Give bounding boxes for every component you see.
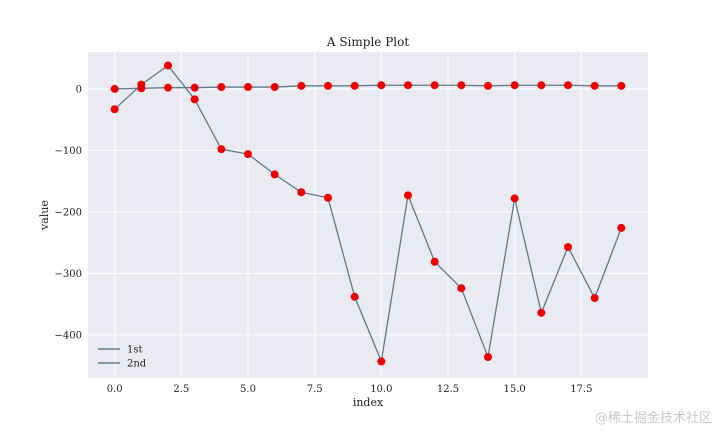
x-tick-label: 12.5 bbox=[437, 384, 459, 395]
y-axis-ticks: 0 −100 −200 −300 −400 bbox=[55, 84, 82, 341]
data-point-1st bbox=[190, 83, 199, 92]
series-markers bbox=[110, 61, 626, 366]
x-tick-label: 17.5 bbox=[570, 384, 592, 395]
data-point-1st bbox=[510, 81, 519, 90]
data-point-1st bbox=[377, 81, 386, 90]
data-point-2nd bbox=[297, 188, 306, 197]
chart-title: A Simple Plot bbox=[326, 35, 409, 49]
data-point-2nd bbox=[564, 242, 572, 251]
y-tick-label: −300 bbox=[55, 269, 82, 280]
data-point-2nd bbox=[617, 223, 626, 232]
x-tick-label: 5.0 bbox=[240, 384, 256, 395]
watermark: @稀土掘金技术社区 bbox=[594, 411, 712, 426]
x-tick-label: 10.0 bbox=[370, 384, 392, 395]
data-point-2nd bbox=[590, 294, 599, 303]
legend-label-2nd: 2nd bbox=[127, 359, 147, 370]
data-point-2nd bbox=[350, 292, 359, 301]
data-point-2nd bbox=[270, 170, 279, 179]
series-line-2nd bbox=[114, 64, 622, 364]
x-axis-ticks: 0.0 2.5 5.0 7.5 10.0 12.5 15.0 17.5 bbox=[107, 384, 593, 395]
legend-label-1st: 1st bbox=[127, 345, 143, 356]
data-point-2nd bbox=[510, 194, 519, 203]
y-tick-label: 0 bbox=[76, 84, 82, 95]
data-point-1st bbox=[404, 81, 412, 90]
y-tick-label: −200 bbox=[55, 207, 82, 218]
data-point-1st bbox=[110, 84, 119, 93]
data-point-1st bbox=[217, 83, 226, 92]
data-point-1st bbox=[484, 81, 492, 90]
data-point-1st bbox=[297, 81, 306, 90]
data-point-2nd bbox=[430, 257, 439, 266]
x-tick-label: 0.0 bbox=[107, 384, 123, 395]
data-point-2nd bbox=[217, 145, 226, 154]
grid bbox=[88, 52, 648, 378]
data-point-1st bbox=[617, 81, 626, 90]
data-point-2nd bbox=[110, 105, 119, 114]
data-point-1st bbox=[537, 81, 546, 90]
data-point-2nd bbox=[164, 61, 172, 70]
data-point-2nd bbox=[190, 95, 199, 104]
data-point-2nd bbox=[377, 357, 386, 366]
series-line-1st bbox=[114, 84, 622, 90]
data-point-1st bbox=[430, 81, 439, 90]
series-lines bbox=[114, 64, 622, 364]
data-point-1st bbox=[324, 81, 332, 90]
x-tick-label: 7.5 bbox=[307, 384, 323, 395]
data-point-1st bbox=[564, 81, 572, 90]
data-point-2nd bbox=[137, 80, 146, 89]
x-tick-label: 15.0 bbox=[504, 384, 526, 395]
data-point-1st bbox=[244, 83, 252, 92]
data-point-1st bbox=[590, 81, 599, 90]
data-point-2nd bbox=[404, 191, 412, 200]
data-point-2nd bbox=[324, 193, 332, 202]
data-point-1st bbox=[350, 81, 359, 90]
data-point-2nd bbox=[537, 308, 546, 317]
x-tick-label: 2.5 bbox=[173, 384, 189, 395]
y-tick-label: −100 bbox=[55, 146, 82, 157]
data-point-2nd bbox=[457, 284, 466, 293]
data-point-1st bbox=[164, 83, 172, 92]
y-tick-label: −400 bbox=[55, 330, 82, 341]
data-point-2nd bbox=[484, 353, 492, 362]
data-point-2nd bbox=[244, 150, 252, 159]
y-axis-label: value bbox=[38, 200, 51, 231]
x-axis-label: index bbox=[353, 396, 384, 409]
data-point-1st bbox=[270, 83, 279, 92]
data-point-1st bbox=[457, 81, 466, 90]
